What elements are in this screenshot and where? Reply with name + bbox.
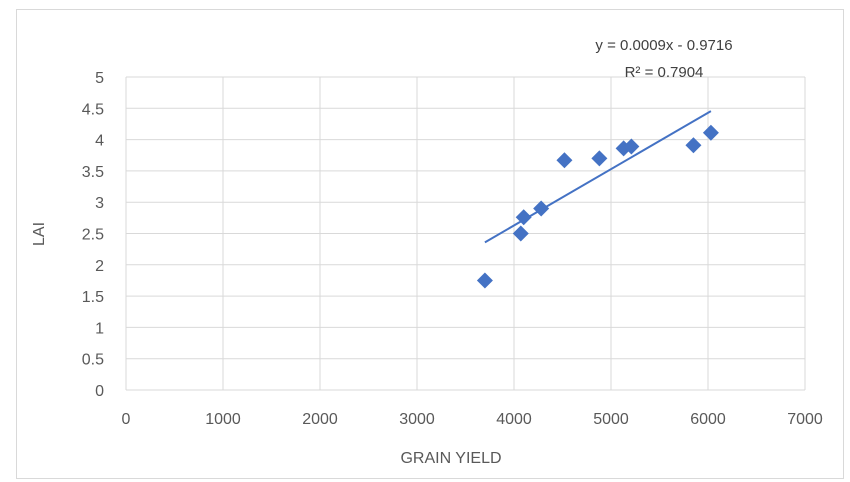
x-tick-label: 4000 <box>496 411 532 428</box>
y-tick-label: 2.5 <box>82 227 104 244</box>
chart-area <box>16 9 844 479</box>
data-point <box>623 138 640 155</box>
x-tick-label: 0 <box>122 411 131 428</box>
x-axis-ticks: 0 1000 2000 3000 4000 5000 6000 7000 <box>122 411 823 428</box>
data-point <box>591 150 608 167</box>
data-point <box>533 200 550 217</box>
x-tick-label: 1000 <box>205 411 241 428</box>
data-point <box>512 225 529 242</box>
y-tick-label: 4.5 <box>82 101 104 118</box>
y-tick-label: 5 <box>95 70 104 87</box>
y-tick-label: 2 <box>95 258 104 275</box>
y-tick-label: 0 <box>95 383 104 400</box>
x-tick-label: 2000 <box>302 411 338 428</box>
data-points <box>476 124 719 289</box>
trendline-r-squared: R² = 0.7904 <box>625 64 704 81</box>
y-tick-label: 1 <box>95 320 104 337</box>
y-axis-ticks: 0 0.5 1 1.5 2 2.5 3 3.5 4 4.5 5 <box>82 70 104 400</box>
y-tick-label: 0.5 <box>82 352 104 369</box>
y-tick-label: 4 <box>95 133 104 150</box>
y-tick-label: 1.5 <box>82 289 104 306</box>
data-point <box>702 124 719 141</box>
data-point <box>685 137 702 154</box>
data-point <box>556 152 573 169</box>
data-point <box>476 272 493 289</box>
data-point <box>515 209 532 226</box>
x-tick-label: 5000 <box>593 411 629 428</box>
x-tick-label: 7000 <box>787 411 823 428</box>
gridlines <box>125 76 806 391</box>
y-tick-label: 3 <box>95 195 104 212</box>
x-tick-label: 3000 <box>399 411 435 428</box>
y-axis-title: LAI <box>31 222 48 246</box>
trendline <box>484 110 712 244</box>
x-tick-label: 6000 <box>690 411 726 428</box>
x-axis-title: GRAIN YIELD <box>400 450 501 467</box>
trendline-equation: y = 0.0009x - 0.9716 <box>595 37 732 54</box>
y-tick-label: 3.5 <box>82 164 104 181</box>
